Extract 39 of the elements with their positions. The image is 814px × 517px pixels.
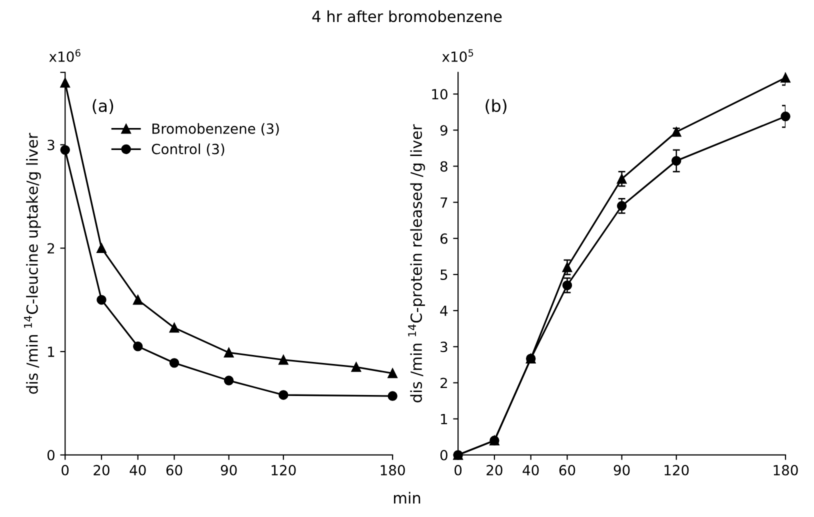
x-tick-label: 90	[614, 464, 630, 476]
y-tick-label: 6	[440, 233, 448, 244]
x-tick-label: 180	[380, 464, 405, 476]
y-axis-title: dis /min $^{14}$C-leucine uptake/g liver	[24, 132, 41, 394]
y-tick-label: 8	[440, 161, 448, 172]
x-tick-label: 0	[62, 464, 69, 476]
x-tick-label: 20	[486, 464, 502, 476]
legend-label: Control (3)	[152, 144, 224, 156]
annotation: (b)	[486, 99, 506, 114]
y-tick-label: 3	[440, 342, 448, 352]
annotation: (a)	[92, 99, 114, 114]
x-tick-label: 0	[454, 464, 462, 476]
text: x10$^{5}$	[442, 49, 474, 62]
y-tick-label: 5	[440, 270, 448, 280]
y-tick-label: 9	[440, 125, 448, 136]
legend-label: Bromobenzene (3)	[152, 123, 279, 136]
chart-title: 4 hr after bromobenzene	[312, 10, 502, 22]
y-tick-label: 2	[440, 378, 447, 388]
y-tick-label: 1	[441, 414, 448, 424]
x-axis-title: min	[394, 492, 420, 504]
x-tick-label: 40	[522, 464, 539, 476]
y-tick-label: 1	[48, 346, 54, 357]
y-tick-label: 3	[48, 140, 54, 150]
y-tick-label: 2	[48, 243, 54, 254]
x-tick-label: 40	[130, 464, 146, 476]
y-tick-label: 10	[432, 89, 448, 100]
x-tick-label: 60	[166, 464, 182, 476]
x-tick-label: 120	[272, 464, 296, 476]
text: x10$^{6}$	[49, 49, 80, 62]
y-tick-label: 0	[47, 450, 54, 460]
y-tick-label: 4	[440, 306, 448, 316]
x-tick-label: 20	[94, 464, 110, 476]
x-tick-label: 180	[774, 464, 798, 476]
y-tick-label: 7	[440, 197, 448, 208]
y-tick-label: 0	[440, 450, 448, 460]
x-tick-label: 120	[664, 464, 689, 476]
x-tick-label: 90	[220, 464, 237, 476]
y-axis-title: dis /min $^{14}$C-protein released /g liver	[408, 124, 425, 402]
x-tick-label: 60	[559, 464, 576, 476]
